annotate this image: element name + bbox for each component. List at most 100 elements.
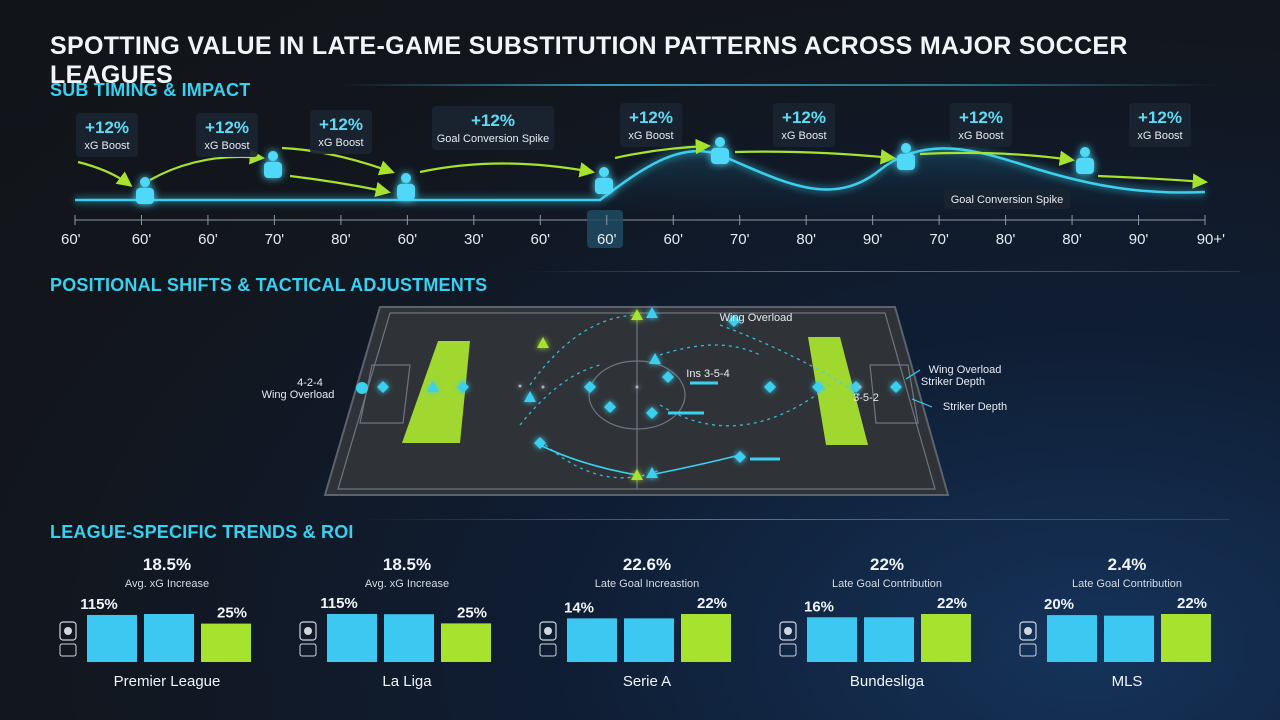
timeline-tick-label: 90' <box>863 231 883 248</box>
pitch-mark <box>635 385 639 389</box>
timeline-tick-label: 90' <box>1129 231 1149 248</box>
callout-value: +12% <box>782 108 826 127</box>
league-bar-label: 16% <box>804 598 834 615</box>
player-triangle <box>427 381 439 392</box>
league-logo-icon <box>299 621 317 657</box>
tactical-pitch: 4-2-4 Wing Overload Wing Overload Ins 3-… <box>262 306 1007 496</box>
league-bar <box>441 623 491 662</box>
impact-callout: +12% xG Boost <box>1129 103 1191 147</box>
timeline-tick-label: 60' <box>597 231 617 248</box>
league-logo-icon <box>1019 621 1037 657</box>
callout-label: xG Boost <box>781 130 826 142</box>
player-diamond <box>646 407 658 419</box>
section-title-timing: SUB TIMING & IMPACT <box>50 80 251 100</box>
substitute-player-icon <box>397 173 415 200</box>
section-divider <box>520 271 1240 272</box>
league-bar-label: 22% <box>937 595 967 612</box>
impact-callout: +12% Goal Conversion Spike <box>432 106 554 150</box>
league-headline-value: 18.5% <box>383 555 431 574</box>
callout-label: xG Boost <box>628 130 673 142</box>
right-wing-overload-label: Wing Overload <box>929 364 1002 376</box>
callout-label: xG Boost <box>204 140 249 152</box>
goal-conversion-note: Goal Conversion Spike <box>951 194 1064 206</box>
callout-value: +12% <box>85 118 129 137</box>
right-overload-zone <box>808 337 868 445</box>
player-triangle <box>646 307 658 318</box>
timeline-tick-label: 60' <box>398 231 418 248</box>
callout-value: +12% <box>959 108 1003 127</box>
movement-routes <box>519 314 861 479</box>
league-bar <box>567 618 617 662</box>
substitute-player-icon <box>264 151 282 178</box>
player-diamond <box>812 381 824 393</box>
player-triangle <box>646 467 658 478</box>
player-triangle <box>631 469 643 480</box>
league-bar-label: 25% <box>457 604 487 621</box>
league-bar <box>201 623 251 662</box>
run-markers <box>668 381 780 461</box>
league-bar <box>864 617 914 662</box>
league-headline-value: 22% <box>870 555 904 574</box>
right-formation-label: 3-5-2 <box>853 392 879 404</box>
callout-label: Goal Conversion Spike <box>437 133 550 145</box>
league-group: 2.4% Late Goal Contribution 20% 22% MLS <box>1019 555 1211 690</box>
player-diamond <box>662 371 674 383</box>
callout-value: +12% <box>629 108 673 127</box>
league-name-label: Serie A <box>623 673 671 690</box>
league-name-label: Premier League <box>114 673 221 690</box>
timeline-tick-label: 80' <box>1062 231 1082 248</box>
timeline-tick-label: 70' <box>730 231 750 248</box>
substitute-player-icon <box>711 137 729 164</box>
timeline-tick-label: 80' <box>796 231 816 248</box>
player-diamond <box>377 381 389 393</box>
player-diamond <box>764 381 776 393</box>
league-logo-icon <box>779 621 797 657</box>
transition-arrows <box>77 138 1209 198</box>
substitute-markers <box>136 137 1094 204</box>
pitch-mark <box>541 385 545 389</box>
solid-routes <box>539 444 741 476</box>
page-title: SPOTTING VALUE IN LATE-GAME SUBSTITUTION… <box>50 32 1128 89</box>
substitute-player-icon <box>136 177 154 204</box>
league-bar <box>1104 615 1154 662</box>
timeline-tick-label: 70' <box>265 231 285 248</box>
title-divider <box>340 84 1220 86</box>
league-headline-value: 2.4% <box>1108 555 1147 574</box>
callout-value: +12% <box>319 115 363 134</box>
callout-value: +12% <box>1138 108 1182 127</box>
player-diamond <box>604 401 616 413</box>
player-triangle <box>649 353 661 364</box>
timeline-tick-label: 70' <box>929 231 949 248</box>
league-bar-label: 25% <box>217 605 247 622</box>
callout-label: xG Boost <box>1137 130 1182 142</box>
league-logo-icon <box>539 621 557 657</box>
highlight-tick-marker <box>587 210 623 248</box>
right-striker-depth-label-a: Striker Depth <box>921 376 985 388</box>
timeline-tick-label: 60' <box>198 231 218 248</box>
timeline-tick-label: 30' <box>464 231 484 248</box>
timeline-tick-label: 80' <box>996 231 1016 248</box>
impact-callout: +12% xG Boost <box>76 113 138 157</box>
player-diamond <box>457 381 469 393</box>
player-triangle <box>631 309 643 320</box>
substitute-player-icon <box>595 167 613 194</box>
league-name-label: MLS <box>1112 673 1143 690</box>
impact-wave-area <box>75 148 1205 212</box>
timeline-tick-label: 60' <box>61 231 81 248</box>
left-wing-overload-label: Wing Overload <box>262 389 335 401</box>
league-bar <box>87 614 137 662</box>
league-name-label: Bundesliga <box>850 673 925 690</box>
callout-label: xG Boost <box>318 137 363 149</box>
league-logo-icon <box>59 621 77 657</box>
timeline-tick-label: 60' <box>132 231 152 248</box>
impact-callouts: +12% xG Boost +12% xG Boost +12% xG Boost +12%… <box>76 103 1191 157</box>
timeline-tick-label: 80' <box>331 231 351 248</box>
impact-callout: +12% xG Boost <box>196 113 258 157</box>
section-divider-2 <box>360 519 1230 520</box>
substitute-player-icon <box>897 143 915 170</box>
substitute-player-icon <box>1076 147 1094 174</box>
league-headline-value: 18.5% <box>143 555 191 574</box>
callout-label: xG Boost <box>84 140 129 152</box>
league-bar <box>384 614 434 662</box>
